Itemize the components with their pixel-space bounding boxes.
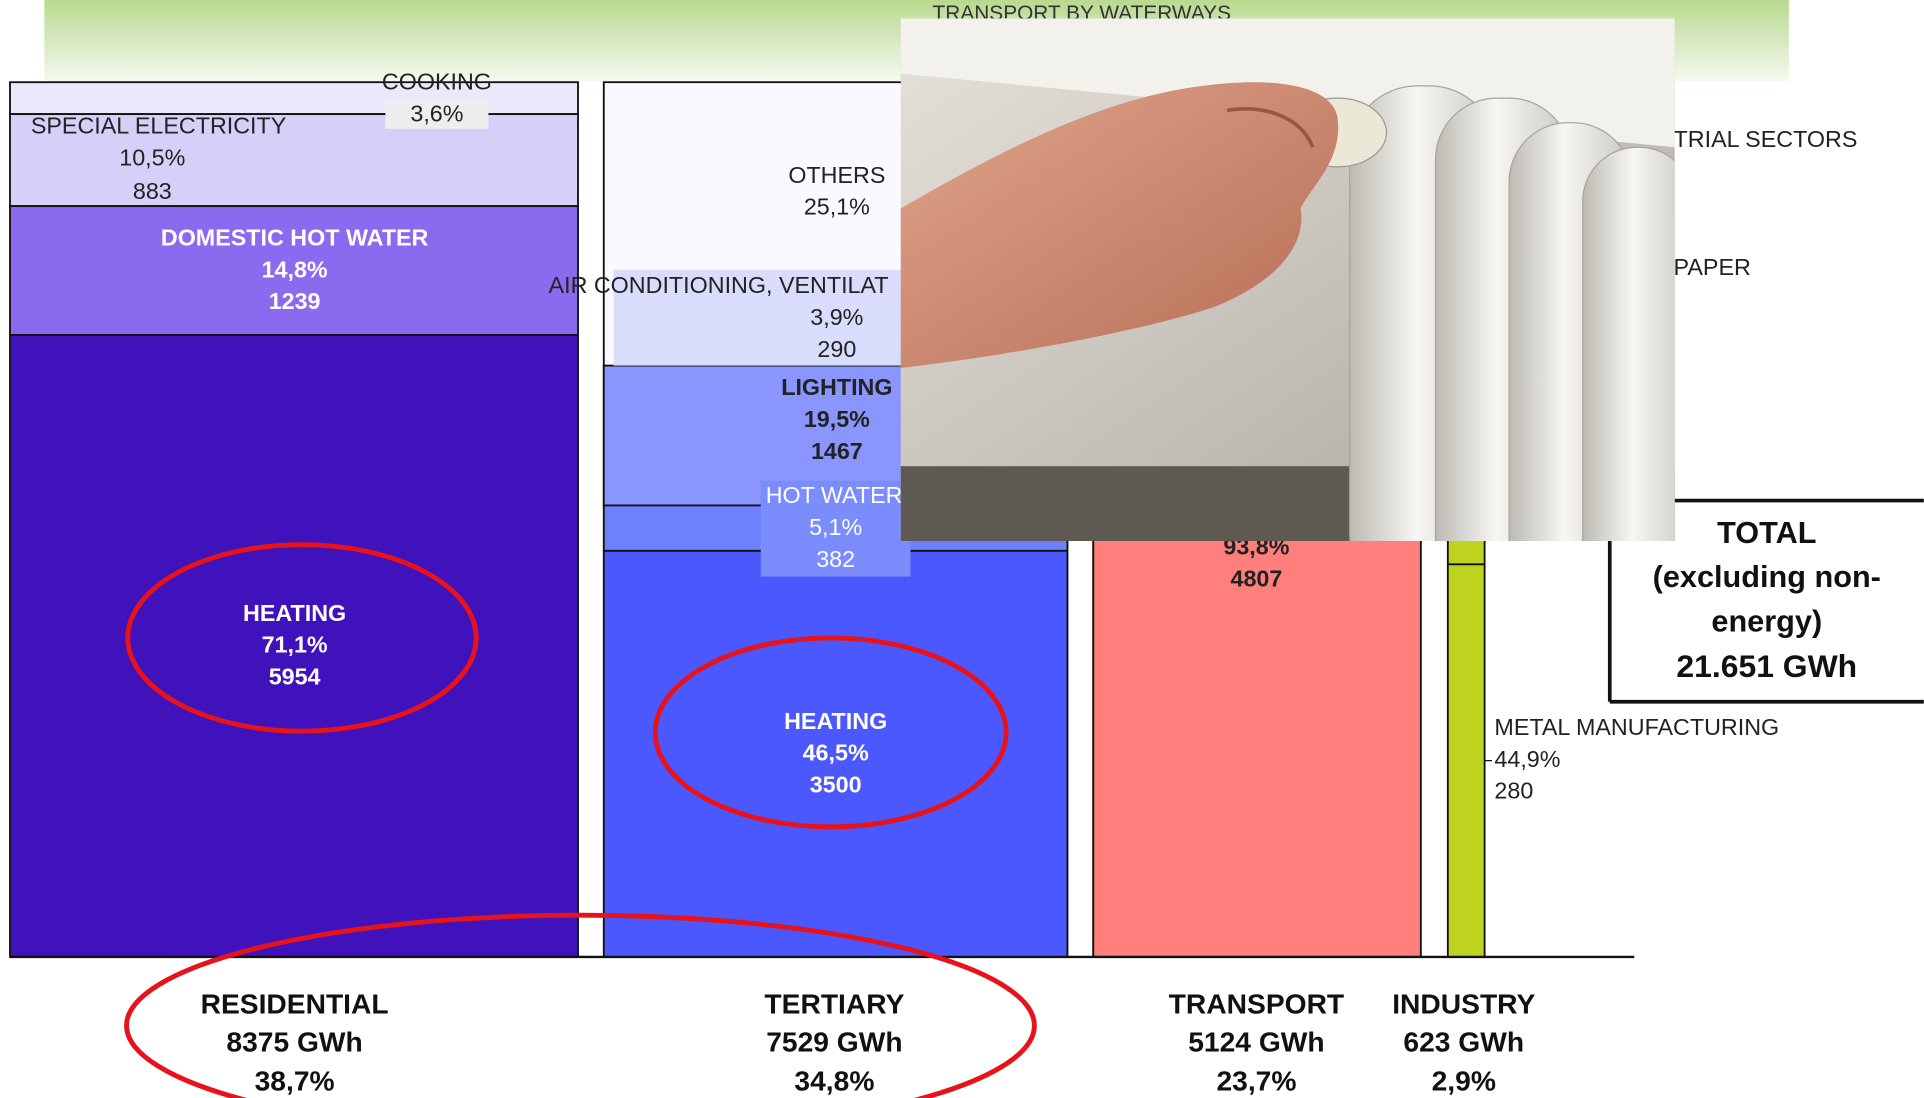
- segment-name: SPECIAL ELECTRICITY: [31, 113, 287, 139]
- segment-value: 290: [817, 336, 856, 362]
- sector-share: 2,9%: [1432, 1065, 1496, 1097]
- segment-name: AIR CONDITIONING, VENTILAT: [549, 272, 889, 298]
- segment-share: 46,5%: [803, 740, 869, 766]
- label-box: [760, 480, 911, 577]
- segment-name: COOKING: [382, 69, 492, 95]
- total-line: 21.651 GWh: [1676, 648, 1857, 684]
- sector-share: 23,7%: [1216, 1065, 1296, 1097]
- sector-total: 5124 GWh: [1188, 1025, 1324, 1057]
- sector-label: RESIDENTIAL: [201, 987, 389, 1019]
- segment-value: 3500: [810, 772, 862, 798]
- segment: [602, 549, 1069, 958]
- segment-share: 10,5%: [119, 145, 185, 171]
- total-line: (excluding non-: [1653, 560, 1881, 594]
- segment-share: 25,1%: [804, 194, 870, 220]
- total-line: energy): [1711, 604, 1822, 638]
- residential-column: [9, 81, 579, 958]
- segment-share: 71,1%: [262, 632, 328, 658]
- label-box: [613, 269, 902, 366]
- segment-share: 3,9%: [810, 304, 863, 330]
- segment: [9, 81, 579, 116]
- segment-name: LIGHTING: [781, 374, 892, 400]
- sector-total: 7529 GWh: [766, 1025, 902, 1057]
- highlight-ellipse: [125, 542, 479, 734]
- segment-value: 1239: [269, 288, 321, 314]
- segment-name: METAL MANUFACTURING: [1494, 714, 1779, 740]
- photo: [900, 18, 1675, 542]
- total-line: TOTAL: [1717, 516, 1816, 550]
- sector-total: 8375 GWh: [226, 1025, 362, 1057]
- segment-name: PAPER: [1674, 254, 1751, 280]
- segment-value: 5954: [269, 664, 321, 690]
- highlight-ellipse: [124, 912, 1037, 1098]
- segment-value: 280: [1494, 778, 1533, 804]
- segment-value: 4807: [1231, 565, 1283, 591]
- segment-share: 14,8%: [262, 256, 328, 282]
- segment-value: 1467: [811, 438, 863, 464]
- segment-name: HOT WATER: [766, 482, 903, 508]
- segment-name: DOMESTIC HOT WATER: [161, 224, 429, 250]
- sector-label: INDUSTRY: [1392, 987, 1535, 1019]
- label-box: [385, 100, 489, 129]
- segment-share: 3,6%: [410, 100, 463, 126]
- segment-value: 382: [816, 546, 855, 572]
- sector-share: 38,7%: [255, 1065, 335, 1097]
- segment-share: 44,9%: [1494, 746, 1560, 772]
- segment: [9, 334, 579, 958]
- sector-label: TRANSPORT: [1169, 987, 1344, 1019]
- segment: [9, 205, 579, 336]
- segment-name: HEATING: [243, 600, 346, 626]
- sector-label: TERTIARY: [764, 987, 904, 1019]
- segment-share: 19,5%: [804, 406, 870, 432]
- segment-share: 5,1%: [809, 514, 862, 540]
- sector-share: 34,8%: [794, 1065, 874, 1097]
- segment-name: OTHERS: [788, 162, 885, 188]
- segment: [9, 113, 579, 208]
- segment-value: 883: [133, 178, 172, 204]
- segment-name: HEATING: [784, 708, 887, 734]
- segment-name: TRIAL SECTORS: [1674, 126, 1858, 152]
- sector-total: 623 GWh: [1403, 1025, 1524, 1057]
- highlight-ellipse: [652, 635, 1009, 830]
